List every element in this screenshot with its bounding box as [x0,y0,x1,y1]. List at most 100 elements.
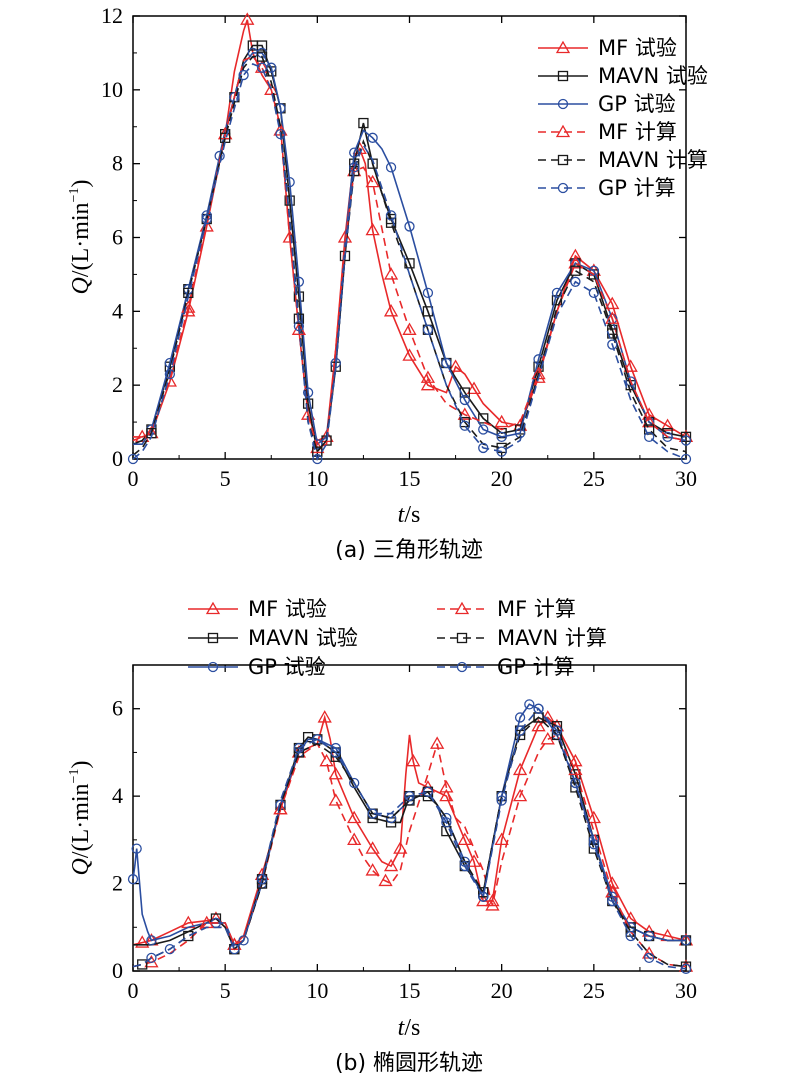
series-marker [358,117,369,129]
panel-a-xtick-label: 20 [491,466,513,491]
panel-a-caption: (a) 三角形轨迹 [335,538,483,563]
series-marker [478,413,489,424]
series-marker [568,256,583,269]
panel-a-xtick-label: 5 [220,466,231,491]
panel-b-ticks: 0 5 10 15 20 25 30 0 2 4 6 [112,664,697,1003]
series-marker [607,339,618,350]
legend-label: MF 试验 [598,36,677,60]
legend-label: MAVN 计算 [598,148,708,172]
series-line [132,63,687,462]
panel-b-ytick-label: 2 [112,871,123,896]
series-marker [478,887,489,898]
series-marker [623,359,638,372]
series-marker [284,195,295,206]
series-marker [570,276,581,287]
series-marker [256,40,268,51]
series-marker [496,442,507,454]
legend-item-mavn-exp: MAVN 试验 [538,64,708,88]
series-marker [605,876,620,889]
legend-marker [555,124,571,138]
series-marker [404,221,415,232]
panel-a-ytick-label: 8 [112,151,123,176]
series-marker [420,370,436,383]
series-marker [404,790,415,802]
series-marker [680,935,692,946]
series-marker [680,453,692,465]
series-line [132,716,687,968]
series-marker [367,808,378,819]
series-marker [164,943,176,955]
series-marker [422,324,434,335]
legend-label: MAVN 试验 [248,626,358,650]
series-marker [349,777,360,789]
panel-b-xtick-label: 10 [306,978,328,1003]
series-marker [131,843,142,854]
series-marker [524,699,535,710]
series-marker [512,788,528,802]
series-marker [328,793,343,806]
panel-a-legend: MF 试验 MAVN 试验 GP 试验 MF 计算 MAVN 计算 GP 计算 [538,36,708,200]
series-marker [256,874,268,885]
series-marker [588,839,599,850]
series-marker [229,943,240,955]
series-marker [680,435,692,446]
series-marker [625,376,636,387]
panel-a-ytick-label: 6 [112,225,123,250]
series-marker [660,418,675,431]
series-marker [146,952,157,964]
series-marker [466,381,482,395]
panel-b-xtick-label: 25 [583,978,605,1003]
legend-marker [207,661,219,673]
panel-a-xtick-label: 15 [399,466,421,491]
series-marker [385,162,397,173]
legend-marker [205,601,221,615]
series-marker [459,416,470,428]
series-marker [365,863,380,876]
legend-label: MF 试验 [248,597,327,621]
series-marker [275,128,286,140]
panel-b-xtick-label: 30 [675,978,697,1003]
series-marker [402,348,417,361]
series-marker [643,431,655,443]
series-line [132,707,687,970]
series-marker [496,431,507,443]
legend-item-mf-calc: MF 计算 [538,120,677,144]
panel-b-caption: (b) 椭圆形轨迹 [335,1051,483,1076]
legend-marker [555,40,571,54]
series-marker [385,217,397,228]
series-marker [135,935,150,948]
legend-marker [456,632,468,644]
series-line [132,55,687,456]
panel-b-xtick-label: 5 [220,978,231,1003]
series-marker [430,736,445,749]
legend-label: MAVN 试验 [598,64,708,88]
series-marker [514,712,526,723]
series-marker [240,12,255,25]
series-marker [680,431,692,443]
series-marker [514,725,526,736]
series-marker [201,213,212,225]
panel-b-ytick-label: 0 [112,958,123,983]
panel-a-series-gp-calc [127,62,692,465]
panel-b-xtick-label: 15 [399,978,421,1003]
series-marker [383,858,399,872]
panel-a-ticks: 0 5 10 15 20 25 30 0 2 4 6 8 10 12 [101,3,697,491]
series-marker [605,296,620,310]
legend-item-gp-calc: GP 计算 [538,176,676,200]
legend-marker [207,632,219,644]
series-marker [328,766,343,780]
series-marker [478,891,489,902]
series-marker [625,930,636,942]
series-marker [302,387,314,398]
series-marker [127,453,139,465]
series-marker [642,414,657,428]
legend-label: MF 计算 [497,597,576,621]
panel-b-series-mf-calc [132,732,694,972]
legend-label: GP 试验 [598,92,676,116]
series-marker [365,222,380,236]
legend-item-mf-exp: MF 试验 [538,36,677,60]
panel-a-ytick-label: 4 [112,298,123,323]
legend-marker [456,661,468,673]
